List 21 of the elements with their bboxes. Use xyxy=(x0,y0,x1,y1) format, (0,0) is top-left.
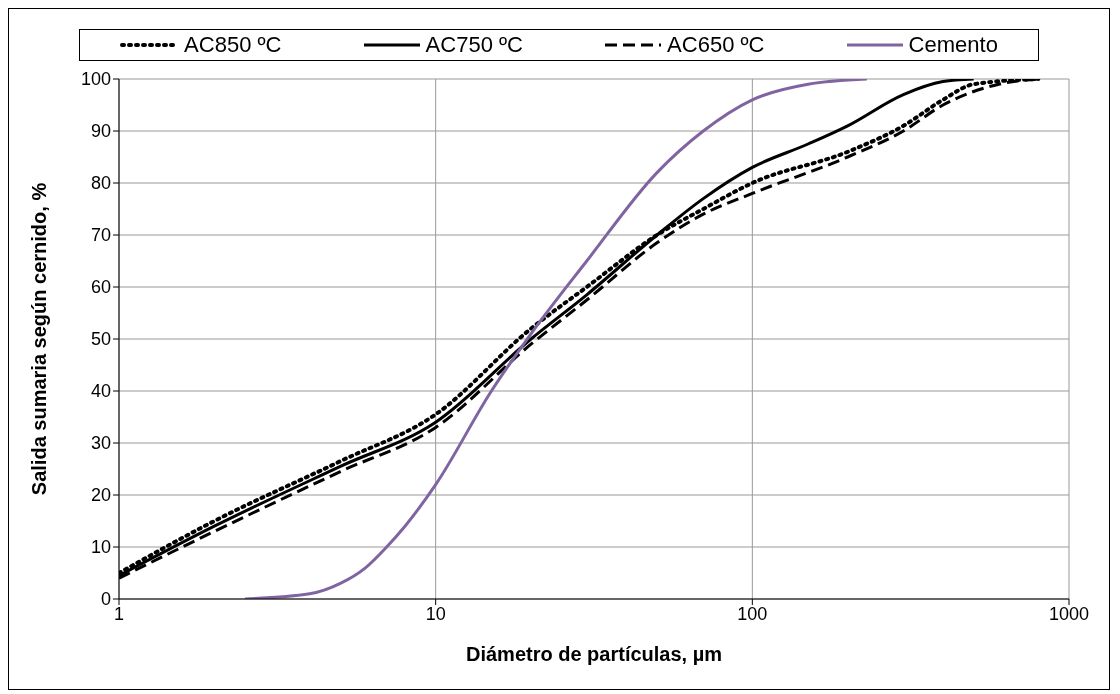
y-tick-label: 20 xyxy=(90,485,111,506)
y-tick-label: 0 xyxy=(100,589,111,610)
legend-label: AC750 ºC xyxy=(425,32,523,58)
legend-label: AC650 ºC xyxy=(667,32,765,58)
x-tick-label: 1 xyxy=(113,603,125,624)
y-tick-label: 50 xyxy=(90,329,111,350)
x-tick-label: 100 xyxy=(737,603,768,624)
y-tick-label: 10 xyxy=(90,537,111,558)
y-tick-label: 40 xyxy=(90,381,111,402)
y-tick-label: 90 xyxy=(90,121,111,142)
y-tick-label: 70 xyxy=(90,225,111,246)
y-tick-label: 30 xyxy=(90,433,111,454)
x-tick-label: 10 xyxy=(425,603,446,624)
legend-label: Cemento xyxy=(908,32,998,58)
y-axis-title: Salida sumaria según cernido, % xyxy=(28,182,51,496)
y-tick-label: 100 xyxy=(80,69,111,90)
x-tick-label: 1000 xyxy=(1048,603,1090,624)
legend-label: AC850 ºC xyxy=(184,32,282,58)
x-axis-title: Diámetro de partículas, µm xyxy=(465,643,723,665)
y-tick-label: 80 xyxy=(90,173,111,194)
y-tick-label: 60 xyxy=(90,277,111,298)
